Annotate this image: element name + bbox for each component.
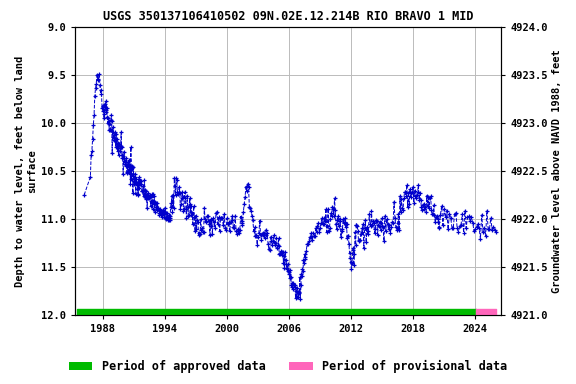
Y-axis label: Groundwater level above NAVD 1988, feet: Groundwater level above NAVD 1988, feet [552,49,562,293]
Y-axis label: Depth to water level, feet below land
surface: Depth to water level, feet below land su… [15,55,37,286]
Legend: Period of approved data, Period of provisional data: Period of approved data, Period of provi… [64,356,512,378]
Title: USGS 350137106410502 09N.02E.12.214B RIO BRAVO 1 MID: USGS 350137106410502 09N.02E.12.214B RIO… [103,10,473,23]
